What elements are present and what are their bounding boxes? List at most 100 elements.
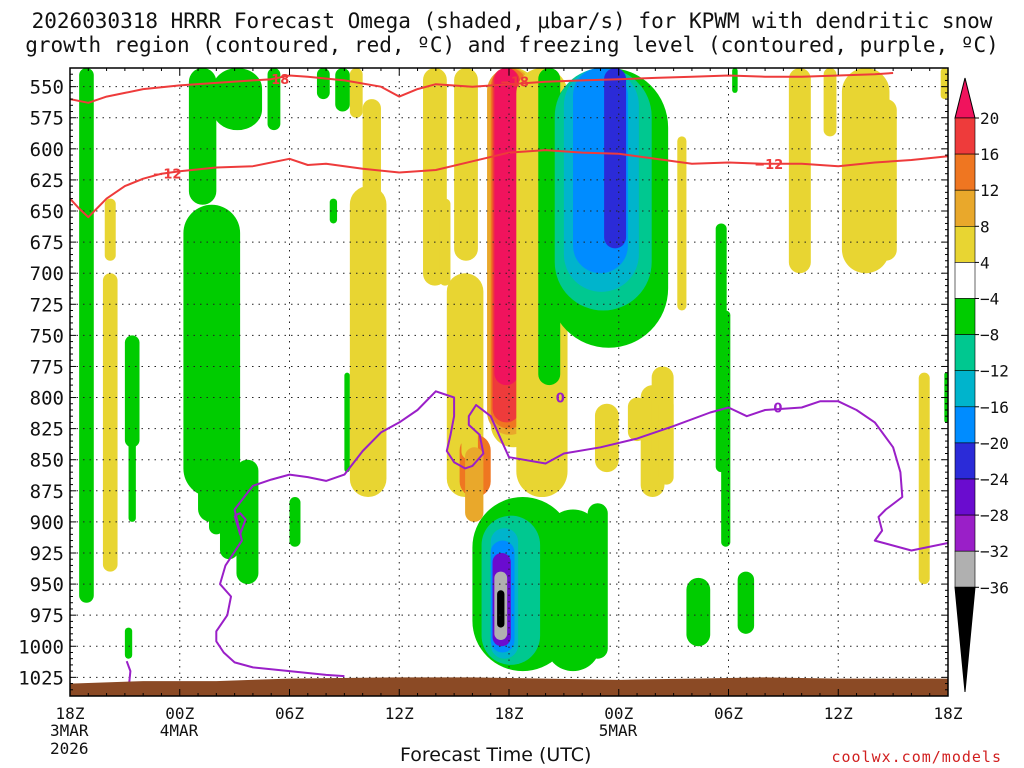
colorbar-label: 4 [980,253,990,272]
omega-shade-region [737,571,755,634]
colorbar-swatch [954,262,976,299]
time-tick-label: 00Z [604,704,633,723]
pressure-tick-label: 925 [30,543,64,565]
omega-shade-region [335,68,350,112]
colorbar-swatch [954,478,976,516]
chart-title-line-1: 2026030318 HRRR Forecast Omega (shaded, … [31,9,993,33]
colorbar-bottom-triangle [954,586,976,693]
omega-shade-region [362,99,381,286]
credit-text: coolwx.com/models [831,748,1002,766]
colorbar-swatch [954,189,976,227]
colorbar-label: −16 [980,398,1009,417]
omega-shade-region [316,68,330,100]
omega-shade-region [721,310,731,547]
date-label: 5MAR [599,721,638,740]
colorbar-label: 12 [980,181,999,200]
omega-shade-region [349,68,363,118]
omega-shade-region [494,68,519,386]
time-tick-label: 18Z [934,704,963,723]
contour-line [233,512,247,536]
omega-shade-region [679,254,683,299]
pressure-tick-label: 550 [30,77,64,99]
contour-label-zero: 0 [773,401,782,416]
pressure-tick-label: 725 [30,294,64,316]
contour-label-minus18: −18 [260,73,289,88]
omega-shade-region [289,497,301,547]
pressure-tick-label: 775 [30,356,64,378]
time-tick-label: 18Z [495,704,524,723]
x-axis-title: Forecast Time (UTC) [400,744,592,766]
colorbar-label: 8 [980,217,990,236]
omega-shade-region [102,273,118,572]
pressure-tick-label: 850 [30,450,64,472]
omega-shade-region [124,627,133,659]
colorbar-label: 16 [980,145,999,164]
pressure-tick-label: 750 [30,325,64,347]
pressure-tick-label: 575 [30,108,64,130]
omega-shade-region [212,68,263,131]
pressure-tick-label: 700 [30,263,64,285]
omega-shade-region [128,372,136,522]
omega-shade-region [219,472,239,560]
contour-line [215,390,948,678]
omega-shade-region [545,509,601,672]
pressure-tick-label: 800 [30,388,64,410]
colorbar-swatch [954,298,976,335]
colorbar-label: −4 [980,290,999,309]
time-tick-label: 06Z [275,704,304,723]
omega-shade-region [594,403,619,473]
omega-shade-region [329,198,338,224]
colorbar-label: −28 [980,506,1009,525]
pressure-tick-label: 650 [30,201,64,223]
omega-shade-region [823,68,837,137]
contour-label-minus12: −12 [152,168,181,183]
omega-shade-region [209,497,224,535]
omega-shade-region [198,335,224,522]
year-label: 2026 [50,739,89,758]
time-tick-label: 18Z [56,704,85,723]
contour-label-minus12: −12 [754,158,783,173]
colorbar-top-triangle [954,77,976,119]
pressure-tick-label: 875 [30,481,64,503]
contour-line [70,149,948,219]
time-tick-label: 12Z [824,704,853,723]
colorbar: 20 16 12 8 4 −4 −8 −12 −16 −20 −24 −28 −32 −36 [954,77,1009,693]
colorbar-swatch [954,153,976,191]
time-tick-label: 06Z [714,704,743,723]
omega-shade-region [465,447,484,522]
omega-shade-region [82,434,92,560]
date-label: 4MAR [160,721,199,740]
colorbar-label: −32 [980,542,1009,561]
pressure-tick-label: 975 [30,605,64,627]
contour-label-minus18: −18 [500,76,529,91]
colorbar-label: −20 [980,434,1009,453]
colorbar-swatch [954,370,976,408]
colorbar-label: −12 [980,362,1009,381]
pressure-tick-label: 1025 [18,667,64,689]
colorbar-label: −24 [980,470,1009,489]
pressure-tick-label: 900 [30,512,64,534]
omega-shade-region [918,372,930,585]
omega-shade-region [940,68,948,100]
omega-shade-region [439,198,451,286]
colorbar-swatch [954,117,976,155]
omega-shade-region [788,68,811,274]
colorbar-label: −36 [980,578,1009,597]
colorbar-swatch [954,514,976,552]
omega-shade-region [604,68,627,249]
pressure-tick-label: 600 [30,139,64,161]
time-tick-label: 00Z [165,704,194,723]
colorbar-label: 20 [980,109,999,128]
omega-shade-region [874,99,897,261]
contour-line [70,72,894,104]
colorbar-swatch [954,226,976,263]
pressure-tick-label: 625 [30,170,64,192]
pressure-axis: 550 575 600 625 650 675 700 725 750 775 800 825 850 8… [18,73,948,691]
omega-shade-region [497,590,505,628]
chart-title-line-2: growth region (contoured, red, ºC) and f… [25,33,999,57]
colorbar-swatch [954,334,976,372]
pressure-tick-label: 1000 [18,636,64,658]
colorbar-swatch [954,406,976,444]
